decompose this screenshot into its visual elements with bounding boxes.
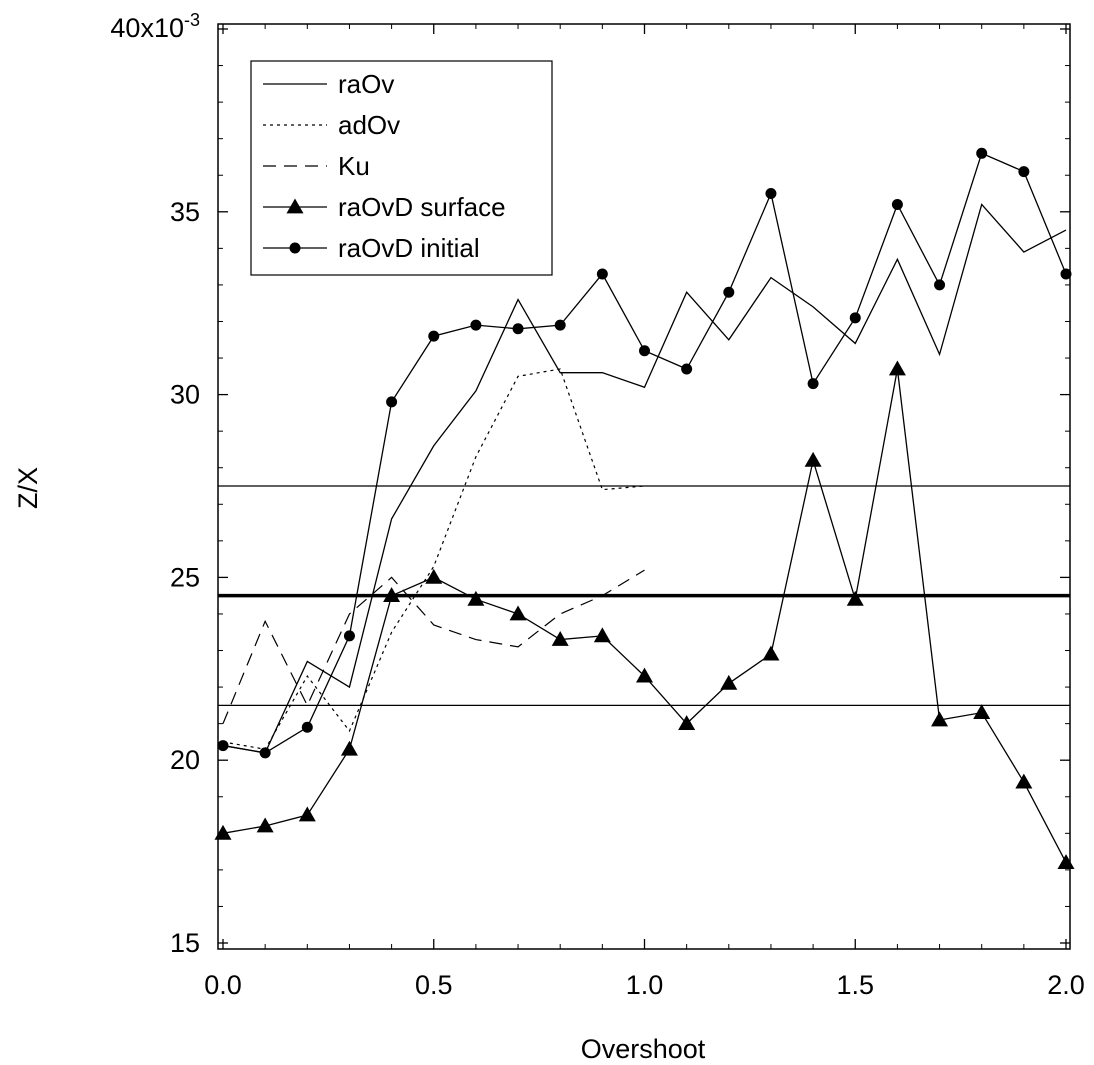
y-top-tick-base: 40x10 — [110, 13, 184, 43]
data-point — [593, 627, 611, 643]
series-line — [222, 203, 1067, 754]
legend-label: Ku — [338, 151, 370, 181]
data-point — [804, 451, 822, 467]
data-point — [849, 312, 861, 324]
data-point — [765, 188, 777, 200]
legend-box — [250, 60, 553, 276]
x-tick-label: 2.0 — [1047, 970, 1085, 1000]
data-point — [301, 721, 313, 733]
data-point — [681, 363, 693, 375]
series-5 — [217, 147, 1072, 759]
data-point — [807, 378, 819, 390]
data-point — [554, 319, 566, 331]
data-point — [551, 631, 569, 646]
legend-item: Ku — [263, 151, 370, 181]
y-tick-label: 30 — [170, 380, 200, 410]
legend-item: adOv — [263, 110, 400, 140]
data-point — [256, 817, 274, 833]
data-point — [723, 286, 735, 298]
data-point — [259, 747, 271, 759]
data-point — [298, 806, 316, 822]
data-point — [340, 740, 358, 756]
data-point — [1060, 268, 1072, 280]
data-point — [720, 674, 738, 690]
legend-marker — [286, 198, 304, 214]
data-point — [467, 590, 485, 606]
series-2 — [222, 368, 645, 750]
y-tick-label: 25 — [170, 562, 200, 592]
series-layer — [214, 147, 1075, 869]
series-line — [222, 368, 1067, 863]
data-point — [1057, 854, 1075, 869]
legend-label: raOvD surface — [338, 192, 506, 222]
x-tick-label: 1.0 — [626, 970, 664, 1000]
data-point — [973, 704, 991, 720]
x-tick-labels: 0.0 0.5 1.0 1.5 2.0 — [204, 970, 1085, 1000]
y-tick-label: 20 — [170, 745, 200, 775]
y-axis-title: Z/X — [13, 467, 43, 509]
legend-item: raOv — [263, 69, 394, 99]
legend: raOv adOv Ku raOvD surface raOvD initial — [250, 60, 553, 276]
data-point — [425, 568, 443, 584]
legend-marker — [289, 242, 301, 254]
data-point — [512, 323, 524, 335]
data-point — [639, 345, 650, 357]
legend-label: raOvD initial — [338, 233, 480, 263]
data-point — [1015, 773, 1033, 789]
data-point — [931, 711, 949, 727]
data-point — [386, 396, 398, 408]
x-tick-label: 1.5 — [836, 970, 874, 1000]
y-top-tick-exponent: -3 — [184, 10, 200, 30]
x-tick-label: 0.5 — [415, 970, 453, 1000]
data-point — [343, 630, 355, 642]
series-line — [222, 368, 645, 750]
y-tick-labels: 15 20 25 30 35 — [170, 197, 200, 958]
y-top-tick-label: 40x10-3 — [110, 10, 200, 43]
legend-item: raOvD initial — [263, 233, 480, 263]
series-4 — [214, 360, 1075, 869]
data-point — [891, 198, 903, 210]
data-point — [596, 268, 608, 280]
y-tick-label: 15 — [170, 928, 200, 958]
legend-label: raOv — [338, 69, 394, 99]
data-point — [509, 605, 527, 621]
y-tick-label: 35 — [170, 197, 200, 227]
data-point — [470, 319, 482, 331]
series-1 — [222, 203, 1067, 754]
data-point — [934, 279, 946, 291]
data-point — [678, 715, 696, 731]
data-point — [888, 360, 906, 376]
x-axis-title: Overshoot — [581, 1034, 706, 1064]
legend-label: adOv — [338, 110, 400, 140]
data-point — [636, 667, 653, 683]
data-point — [1018, 166, 1030, 178]
series-line — [222, 569, 645, 724]
data-point — [217, 740, 229, 752]
data-point — [428, 330, 440, 342]
axis-ticks — [218, 24, 1070, 949]
data-point — [846, 590, 864, 606]
data-point — [383, 587, 401, 603]
series-3 — [222, 569, 645, 724]
data-point — [976, 147, 988, 159]
data-point — [762, 645, 780, 661]
legend-item: raOvD surface — [263, 192, 506, 222]
x-tick-label: 0.0 — [204, 970, 242, 1000]
